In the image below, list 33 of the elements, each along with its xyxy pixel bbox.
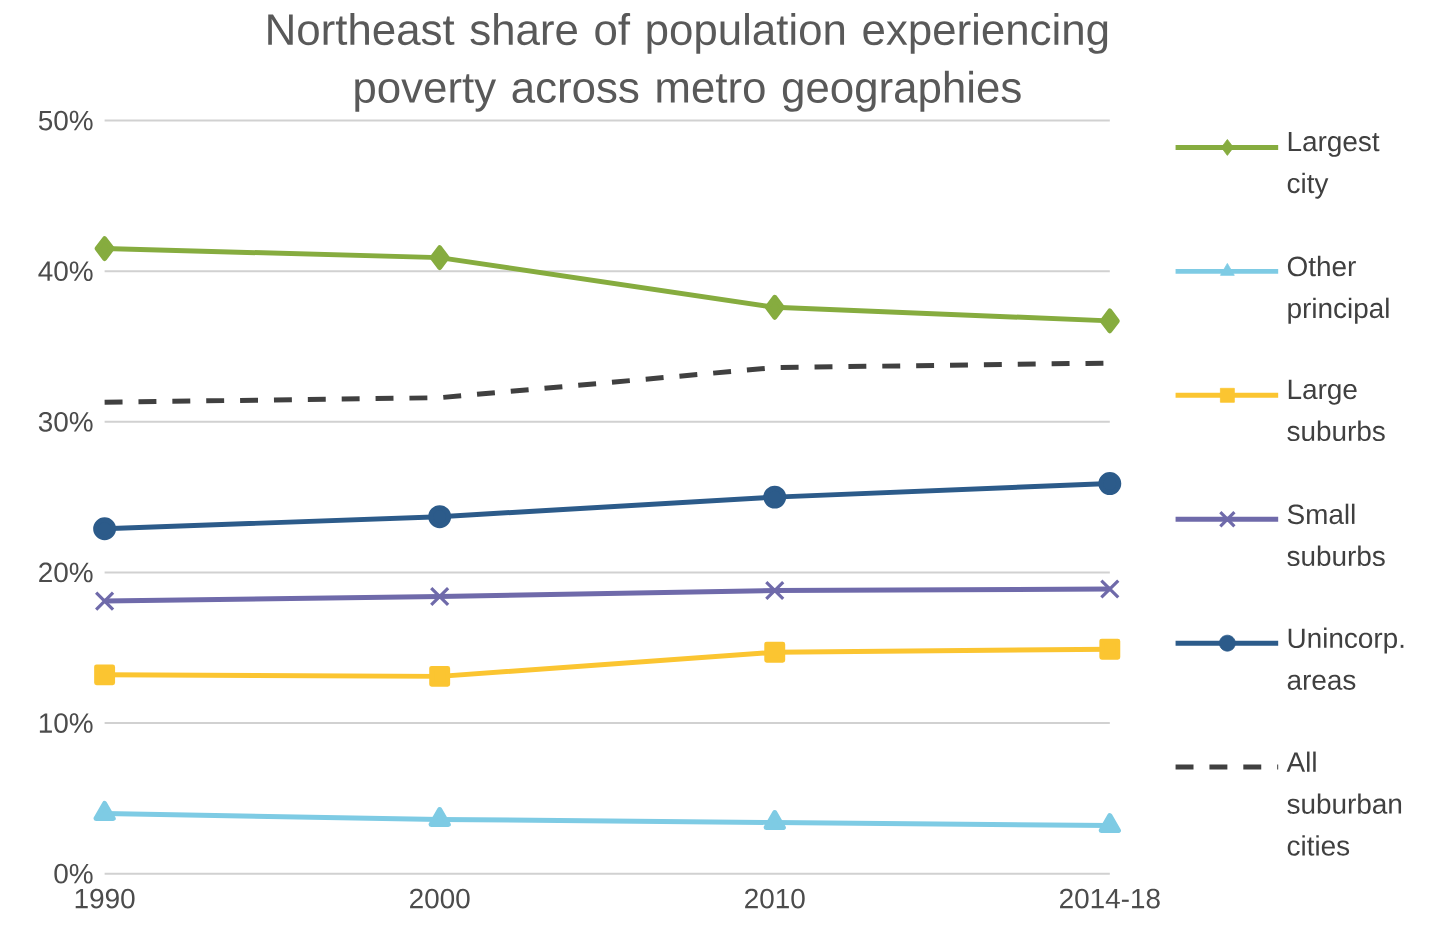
legend-label: Unincorp. areas [1287,627,1404,690]
point [1099,638,1121,660]
point [764,580,785,601]
point [1099,308,1120,334]
point [764,641,786,663]
point [763,485,787,509]
legend-label: Largest city [1287,131,1380,199]
point [1099,578,1120,599]
point [428,505,452,528]
x-tick-label: 2014-18 [1060,888,1160,909]
y-tick-label: 0% [54,863,93,884]
legend-label: Small suburbs [1287,503,1385,566]
point [1098,471,1122,495]
legend-label: Other principal [1287,255,1389,324]
chart-title: Northeast share of population experiencing poverty across metro geographies [268,12,1108,112]
x-tick-label: 2010 [745,888,805,909]
y-tick-label: 10% [39,712,93,733]
point [429,665,451,687]
y-tick-label: 30% [38,411,93,432]
x-tick-label: 2000 [410,888,470,909]
point [429,586,450,607]
point [94,235,115,261]
point [94,590,115,611]
y-tick-label: 40% [38,261,93,281]
point [94,664,116,686]
y-tick-label: 50% [38,110,93,131]
legend-label: Large suburbs [1287,379,1385,441]
point [764,294,785,320]
x-tick-label: 1990 [75,888,135,909]
y-tick-label: 20% [39,562,93,583]
point [429,244,450,270]
point [93,517,117,540]
legend-label: All suburban cities [1286,751,1402,856]
